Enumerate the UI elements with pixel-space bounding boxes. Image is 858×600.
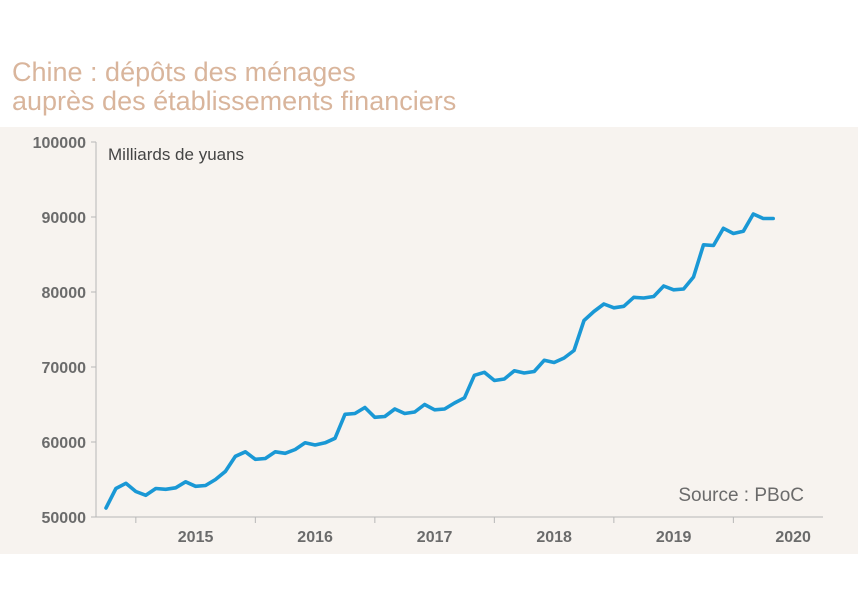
x-tick-label: 2019 (656, 529, 692, 546)
y-axis-unit-label: Milliards de yuans (108, 145, 244, 164)
x-tick-label: 2017 (417, 529, 453, 546)
source-note: Source : PBoC (678, 485, 804, 506)
x-tick-label: 2016 (297, 529, 333, 546)
y-tick-label: 100000 (33, 135, 86, 152)
y-tick-label: 60000 (42, 435, 87, 452)
chart-title-line-1: Chine : dépôts des ménages (12, 57, 356, 87)
x-tick-label: 2020 (775, 529, 811, 546)
x-tick-label: 2018 (536, 529, 572, 546)
chart-title: Chine : dépôts des ménages auprès des ét… (12, 58, 456, 116)
y-tick-label: 90000 (42, 210, 87, 227)
chart-panel (0, 127, 858, 554)
y-tick-label: 80000 (42, 285, 87, 302)
y-tick-label: 50000 (42, 510, 87, 527)
series-group (104, 212, 776, 510)
y-tick-label: 70000 (42, 360, 87, 377)
x-axis-ticks: 2015 2016 2017 2018 2019 2020 (135, 517, 811, 546)
x-tick-label: 2015 (178, 529, 214, 546)
series-line (104, 212, 776, 510)
y-axis-ticks: 100000 90000 80000 70000 60000 50000 (33, 135, 96, 527)
chart-title-line-2: auprès des établissements financiers (12, 86, 457, 116)
chart-axes (95, 142, 823, 518)
